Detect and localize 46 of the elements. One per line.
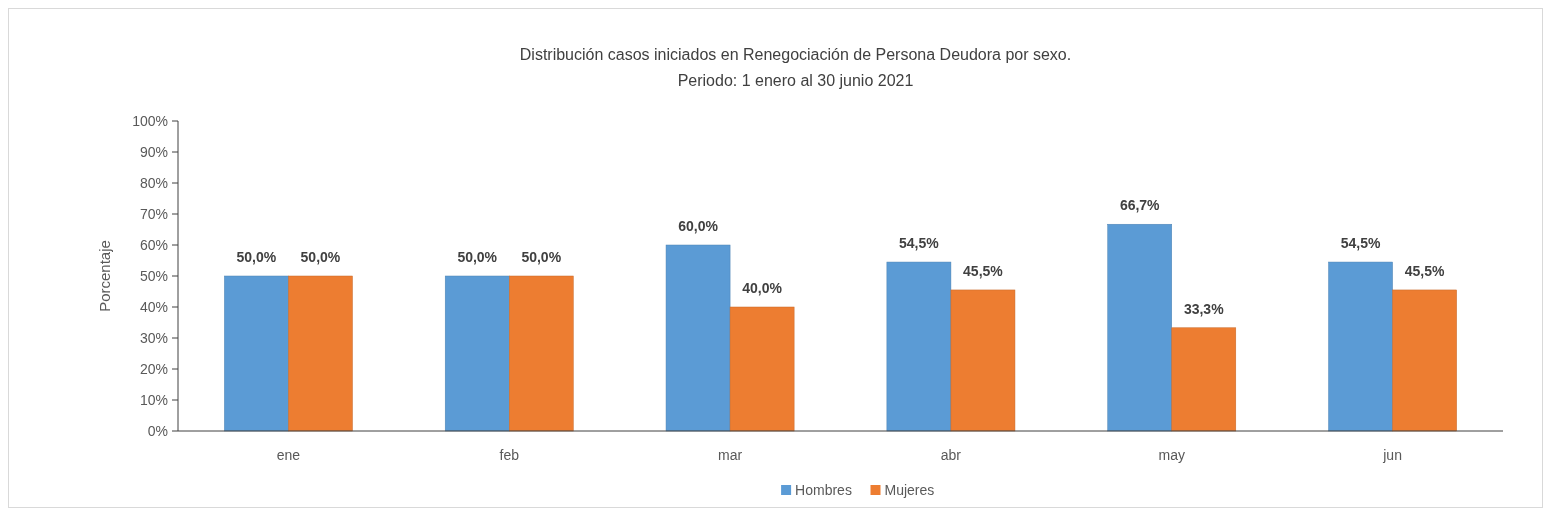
data-label: 45,5%	[1404, 262, 1445, 279]
y-tick-label: 100%	[132, 112, 168, 129]
bar	[950, 289, 1016, 432]
y-tick-label: 90%	[139, 143, 168, 160]
y-tick-label: 10%	[139, 391, 168, 408]
bar	[509, 275, 574, 432]
data-label: 54,5%	[1340, 235, 1381, 252]
bar	[1107, 223, 1172, 432]
legend-label: Mujeres	[884, 482, 935, 498]
y-tick-label: 0%	[147, 422, 168, 439]
y-tick-label: 50%	[139, 267, 168, 284]
y-tick-label: 40%	[139, 298, 168, 315]
x-tick-label: may	[1158, 447, 1185, 463]
bar	[1392, 289, 1457, 432]
y-tick-label: 60%	[139, 236, 168, 253]
bar	[1328, 261, 1393, 432]
chart-subtitle: Periodo: 1 enero al 30 junio 2021	[677, 72, 914, 89]
data-label: 54,5%	[899, 235, 940, 252]
data-label: 60,0%	[678, 218, 719, 234]
x-tick-label: ene	[276, 447, 301, 463]
bar	[224, 275, 289, 432]
x-tick-label: abr	[940, 447, 962, 463]
data-label: 40,0%	[742, 280, 783, 296]
x-tick-label: mar	[718, 447, 743, 463]
data-label: 50,0%	[300, 249, 341, 265]
y-tick-label: 70%	[139, 205, 168, 222]
bar	[1171, 327, 1237, 432]
y-axis-title: Porcentaje	[96, 240, 113, 312]
bar	[886, 261, 952, 432]
bar	[665, 244, 731, 432]
bar	[444, 275, 510, 432]
data-label: 33,3%	[1183, 300, 1225, 317]
y-tick-label: 80%	[139, 174, 168, 191]
y-tick-label: 30%	[139, 329, 168, 346]
data-label: 45,5%	[963, 262, 1004, 279]
legend-label: Hombres	[795, 482, 852, 498]
x-tick-label: feb	[499, 447, 520, 463]
data-label: 50,0%	[457, 249, 498, 265]
chart-title: Distribución casos iniciados en Renegociación de Persona Deudora por sexo.	[519, 46, 1072, 63]
y-tick-label: 20%	[139, 360, 168, 377]
data-label: 66,7%	[1119, 197, 1161, 214]
data-label: 50,0%	[521, 249, 562, 265]
data-label: 50,0%	[236, 249, 277, 265]
bar	[729, 306, 795, 432]
bar	[288, 275, 353, 432]
x-tick-label: jun	[1382, 447, 1402, 463]
